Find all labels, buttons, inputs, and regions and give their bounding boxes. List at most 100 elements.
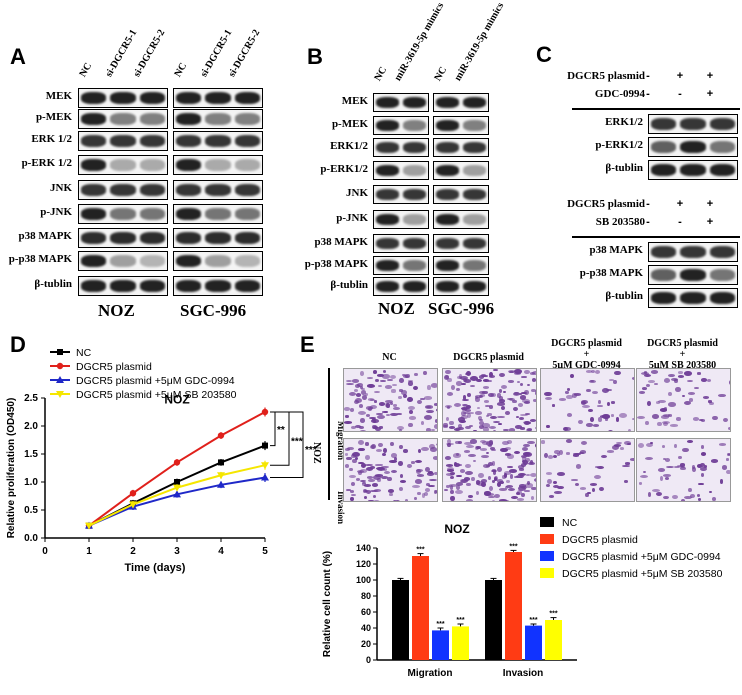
blot-band <box>403 189 426 200</box>
legend-entry: DGCR5 plasmid +5μM GDC-0994 <box>76 375 235 387</box>
stained-cell <box>396 412 402 415</box>
stained-cell <box>667 374 675 378</box>
stained-cell <box>499 488 507 491</box>
stained-cell <box>375 466 384 471</box>
blot-strip-erk <box>648 160 738 180</box>
stained-cell <box>498 372 505 378</box>
treatment-mark: + <box>706 198 714 210</box>
micrograph <box>636 368 731 432</box>
stained-cell <box>610 401 616 404</box>
stained-cell <box>446 417 450 422</box>
stained-cell <box>596 404 603 408</box>
stained-cell <box>415 469 424 473</box>
stained-cell <box>491 500 496 501</box>
stained-cell <box>624 480 628 483</box>
treatment-label: DGCR5 plasmid <box>567 198 645 210</box>
stained-cell <box>384 399 393 403</box>
stained-cell <box>486 413 492 416</box>
stained-cell <box>361 387 365 391</box>
stained-cell <box>492 420 500 423</box>
stained-cell <box>607 430 614 431</box>
y-tick-label: 120 <box>356 559 371 569</box>
stained-cell <box>443 488 448 492</box>
stained-cell <box>363 484 372 487</box>
stained-cell <box>701 378 707 382</box>
stained-cell <box>453 463 461 468</box>
stained-cell <box>429 444 436 449</box>
stained-cell <box>727 427 730 431</box>
blot-strip-sgc <box>433 256 489 275</box>
blot-band <box>680 246 706 258</box>
stained-cell <box>483 463 491 469</box>
blot-band <box>110 135 136 147</box>
stained-cell <box>400 389 408 395</box>
x-tick-label: Migration <box>408 668 453 679</box>
stained-cell <box>476 446 481 449</box>
stained-cell <box>435 490 437 493</box>
blot-band <box>403 238 426 249</box>
stained-cell <box>519 484 526 488</box>
stained-cell <box>668 402 676 407</box>
stained-cell <box>497 415 505 419</box>
divider-line <box>572 108 740 110</box>
stained-cell <box>425 467 430 473</box>
stained-cell <box>659 408 668 412</box>
stained-cell <box>700 466 707 472</box>
legend-marker <box>57 349 63 355</box>
stained-cell <box>359 418 365 423</box>
stained-cell <box>597 465 605 470</box>
blot-band <box>139 113 165 125</box>
blot-band <box>376 142 399 153</box>
stained-cell <box>574 482 580 487</box>
blot-band <box>81 159 107 171</box>
stained-cell <box>454 461 458 466</box>
stained-cell <box>367 478 375 483</box>
stained-cell <box>399 445 403 450</box>
stained-cell <box>696 493 701 497</box>
stained-cell <box>535 459 536 462</box>
blot-band <box>680 118 706 130</box>
blot-band <box>139 135 165 147</box>
blot-band <box>680 164 706 176</box>
stained-cell <box>367 499 375 501</box>
legend-swatch <box>540 551 554 561</box>
stained-cell <box>573 452 582 456</box>
stained-cell <box>509 474 514 480</box>
stained-cell <box>496 402 505 406</box>
stained-cell <box>473 429 477 431</box>
stained-cell <box>627 428 632 431</box>
blot-band <box>651 292 677 304</box>
data-point <box>129 501 137 509</box>
stained-cell <box>719 443 727 446</box>
stained-cell <box>369 405 377 410</box>
stained-cell <box>357 447 366 452</box>
stained-cell <box>551 404 556 407</box>
stained-cell <box>589 482 598 486</box>
stained-cell <box>367 398 374 401</box>
stained-cell <box>513 475 519 479</box>
blot-strip-erk <box>648 137 738 157</box>
micrograph <box>343 368 438 432</box>
treatment-mark: - <box>646 70 650 82</box>
stained-cell <box>446 439 451 445</box>
stained-cell <box>416 474 425 477</box>
stained-cell <box>581 404 590 408</box>
stained-cell <box>427 385 431 390</box>
stained-cell <box>547 479 552 485</box>
blot-band <box>403 142 426 153</box>
legend-swatch <box>540 568 554 578</box>
blot-strip-noz <box>373 185 429 204</box>
column-header: DGCR5 plasmid + 5μM GDC-0994 <box>551 338 622 371</box>
stained-cell <box>527 441 535 445</box>
stained-cell <box>479 420 484 425</box>
stained-cell <box>417 491 421 496</box>
stained-cell <box>674 443 678 449</box>
stained-cell <box>444 375 450 381</box>
data-point <box>173 484 181 492</box>
stained-cell <box>624 462 630 465</box>
stained-cell <box>689 398 694 402</box>
stained-cell <box>395 499 400 501</box>
stained-cell <box>500 405 505 411</box>
stained-cell <box>579 450 587 454</box>
stained-cell <box>514 392 519 395</box>
